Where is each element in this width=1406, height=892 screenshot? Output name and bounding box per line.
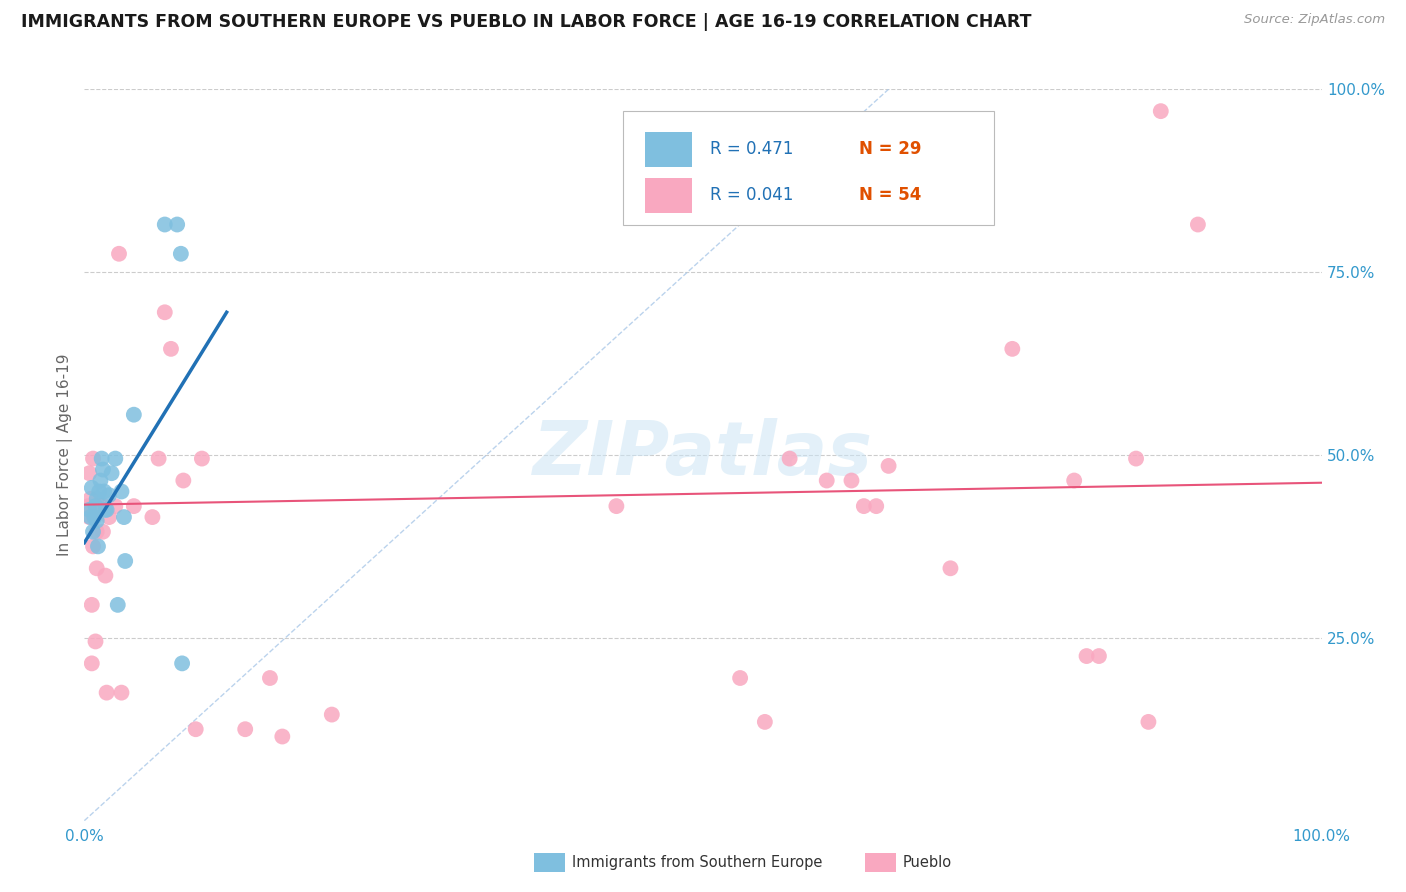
Point <box>96 686 118 700</box>
Point <box>84 499 107 513</box>
Point <box>852 499 875 513</box>
Point <box>93 484 115 499</box>
Point <box>122 408 145 422</box>
Point <box>1137 714 1160 729</box>
Point <box>1076 649 1098 664</box>
Point <box>728 671 751 685</box>
Point <box>233 723 256 737</box>
Point <box>93 499 115 513</box>
Point <box>82 524 104 539</box>
Y-axis label: In Labor Force | Age 16-19: In Labor Force | Age 16-19 <box>58 353 73 557</box>
Point <box>82 539 104 553</box>
Point <box>153 218 176 232</box>
Text: ZIPatlas: ZIPatlas <box>533 418 873 491</box>
Point <box>89 484 111 499</box>
Point <box>122 499 145 513</box>
Point <box>877 458 900 473</box>
Point <box>79 491 101 506</box>
Point <box>98 510 121 524</box>
Point <box>89 474 111 488</box>
Point <box>1088 649 1111 664</box>
Point <box>86 561 108 575</box>
Point <box>939 561 962 575</box>
Point <box>100 466 122 480</box>
Point <box>110 686 132 700</box>
Point <box>83 510 105 524</box>
Point <box>86 514 108 528</box>
Point <box>87 539 110 553</box>
Point <box>166 218 188 232</box>
Point <box>107 598 129 612</box>
Text: N = 54: N = 54 <box>859 186 921 204</box>
Point <box>108 246 131 260</box>
Point <box>170 246 193 260</box>
Text: N = 29: N = 29 <box>859 140 921 158</box>
Point <box>90 451 112 466</box>
Text: Pueblo: Pueblo <box>903 855 952 870</box>
Point <box>605 499 627 513</box>
Point <box>96 503 118 517</box>
Point <box>79 503 101 517</box>
Point <box>153 305 176 319</box>
Point <box>321 707 343 722</box>
Point <box>89 499 111 513</box>
Text: Immigrants from Southern Europe: Immigrants from Southern Europe <box>572 855 823 870</box>
Point <box>172 657 194 671</box>
Point <box>141 510 163 524</box>
Point <box>114 554 136 568</box>
Point <box>104 499 127 513</box>
Bar <box>645 132 692 167</box>
Point <box>110 484 132 499</box>
FancyBboxPatch shape <box>623 112 994 225</box>
Point <box>815 474 838 488</box>
Point <box>1001 342 1024 356</box>
Point <box>79 510 101 524</box>
Point <box>94 503 117 517</box>
Point <box>80 657 103 671</box>
Text: R = 0.041: R = 0.041 <box>710 186 794 204</box>
Point <box>1150 104 1173 119</box>
Point <box>191 451 214 466</box>
Point <box>112 510 135 524</box>
Point <box>79 466 101 480</box>
Point <box>865 499 887 513</box>
Point <box>83 510 105 524</box>
Point <box>91 524 114 539</box>
Point <box>89 499 111 513</box>
Point <box>77 499 100 513</box>
Point <box>86 491 108 506</box>
Text: R = 0.471: R = 0.471 <box>710 140 794 158</box>
Point <box>80 481 103 495</box>
Bar <box>645 178 692 213</box>
Point <box>80 598 103 612</box>
Point <box>79 510 101 524</box>
Point <box>184 723 207 737</box>
Point <box>259 671 281 685</box>
Point <box>841 474 863 488</box>
Point <box>86 524 108 539</box>
Point <box>271 730 294 744</box>
Point <box>1125 451 1147 466</box>
Point <box>84 634 107 648</box>
Point <box>84 499 107 513</box>
Point <box>148 451 170 466</box>
Text: Source: ZipAtlas.com: Source: ZipAtlas.com <box>1244 13 1385 27</box>
Point <box>98 488 121 502</box>
Point <box>94 568 117 582</box>
Point <box>779 451 801 466</box>
Point <box>160 342 183 356</box>
Text: IMMIGRANTS FROM SOUTHERN EUROPE VS PUEBLO IN LABOR FORCE | AGE 16-19 CORRELATION: IMMIGRANTS FROM SOUTHERN EUROPE VS PUEBL… <box>21 13 1032 31</box>
Point <box>172 474 194 488</box>
Point <box>1187 218 1209 232</box>
Point <box>82 451 104 466</box>
Point <box>1063 474 1085 488</box>
Point <box>91 462 114 476</box>
Point <box>104 451 127 466</box>
Point <box>754 714 776 729</box>
Point <box>90 499 112 513</box>
